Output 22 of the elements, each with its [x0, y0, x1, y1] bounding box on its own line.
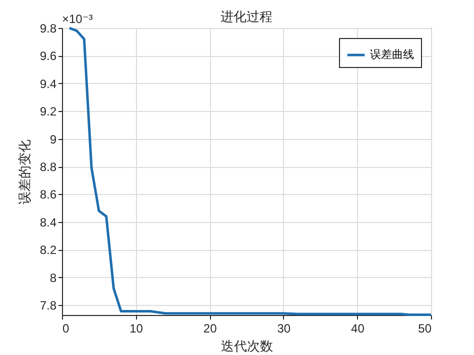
y-tick-label: 8.8: [40, 160, 57, 174]
legend-label: 误差曲线: [370, 48, 414, 61]
y-tick-label: 9.6: [40, 49, 57, 64]
y-axis-title: 误差的变化: [16, 140, 32, 204]
y-tick-label: 9.4: [40, 76, 57, 91]
y-tick-label: 9.2: [40, 104, 57, 119]
x-tick-label: 0: [62, 322, 70, 336]
x-axis-title: 迭代次数: [221, 338, 273, 354]
y-tick-label: 9: [50, 132, 57, 146]
x-tick-label: 40: [351, 322, 365, 336]
x-tick-label: 30: [277, 322, 291, 336]
y-tick-label: 9.8: [40, 22, 57, 36]
y-tick-label: 8: [50, 270, 57, 285]
text: ×10⁻³: [62, 12, 93, 26]
x-tick-label: 20: [203, 322, 218, 336]
x-tick-label: 50: [418, 322, 432, 336]
chart-title: 进化过程: [220, 9, 272, 24]
y-tick-label: 8.6: [40, 188, 57, 202]
y-tick-label: 8.2: [40, 243, 57, 258]
x-tick-label: 10: [130, 322, 144, 336]
y-tick-label: 7.8: [40, 298, 57, 313]
y-tick-label: 8.4: [40, 215, 57, 230]
